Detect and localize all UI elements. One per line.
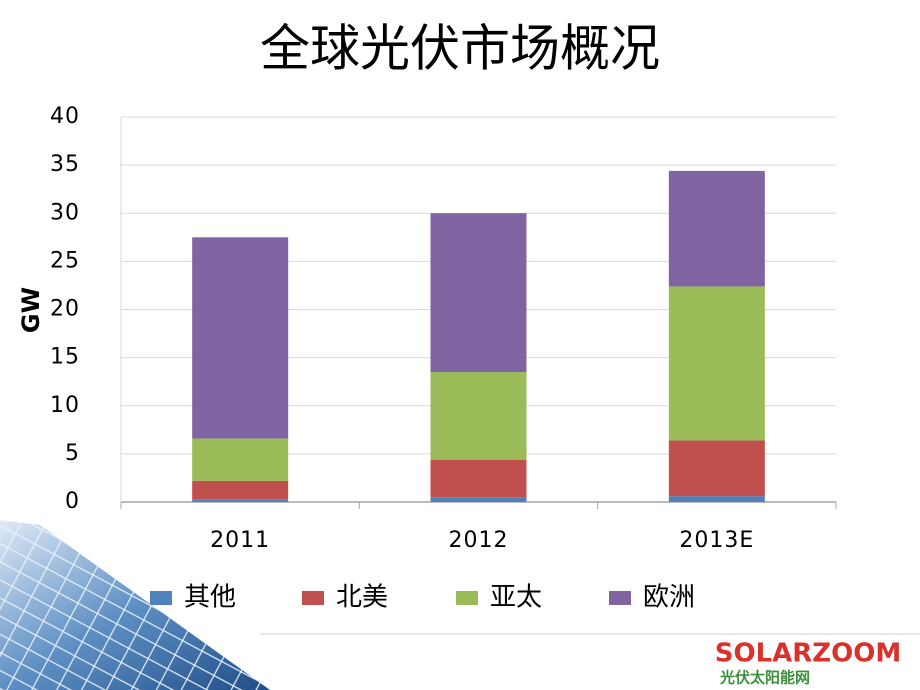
y-tick-label: 20	[50, 297, 80, 322]
y-tick-label: 15	[50, 345, 80, 370]
bar-segment	[668, 496, 765, 502]
bar-segment	[430, 459, 527, 498]
solar-panel-decoration	[0, 520, 920, 690]
chart-title: 全球光伏市场概况	[260, 20, 660, 78]
y-tick-label: 25	[50, 248, 80, 273]
y-axis-label: GW	[17, 287, 45, 333]
legend-swatch	[302, 591, 324, 605]
logo-text: SOLARZOOM	[715, 639, 901, 669]
y-tick-label: 10	[50, 393, 80, 418]
bar-segment	[192, 499, 289, 502]
logo-tagline: 光伏太阳能网	[719, 669, 810, 687]
x-tick-label: 2013E	[679, 528, 754, 553]
bar-segment	[668, 170, 765, 287]
x-tick-label: 2011	[210, 528, 270, 553]
bar-segment	[430, 372, 527, 460]
bar-segment	[668, 286, 765, 441]
y-tick-label: 40	[50, 104, 80, 129]
legend-label: 北美	[336, 583, 388, 613]
bar-segment	[192, 237, 289, 439]
legend-label: 欧洲	[643, 583, 695, 613]
bar-segment	[668, 440, 765, 497]
bar-segment	[192, 438, 289, 481]
legend-swatch	[609, 591, 631, 605]
legend-swatch	[456, 591, 478, 605]
y-tick-label: 30	[50, 200, 80, 225]
y-tick-label: 0	[65, 489, 80, 514]
logo: SOLARZOOM 光伏太阳能网	[715, 639, 901, 687]
bar-segment	[192, 480, 289, 500]
y-tick-label: 35	[50, 152, 80, 177]
x-tick-label: 2012	[449, 528, 509, 553]
y-tick-label: 5	[65, 441, 80, 466]
bar-segment	[430, 213, 527, 373]
legend-label: 亚太	[490, 583, 542, 613]
legend-label: 其他	[184, 583, 236, 613]
bar-segment	[430, 497, 527, 502]
legend-swatch	[150, 591, 172, 605]
